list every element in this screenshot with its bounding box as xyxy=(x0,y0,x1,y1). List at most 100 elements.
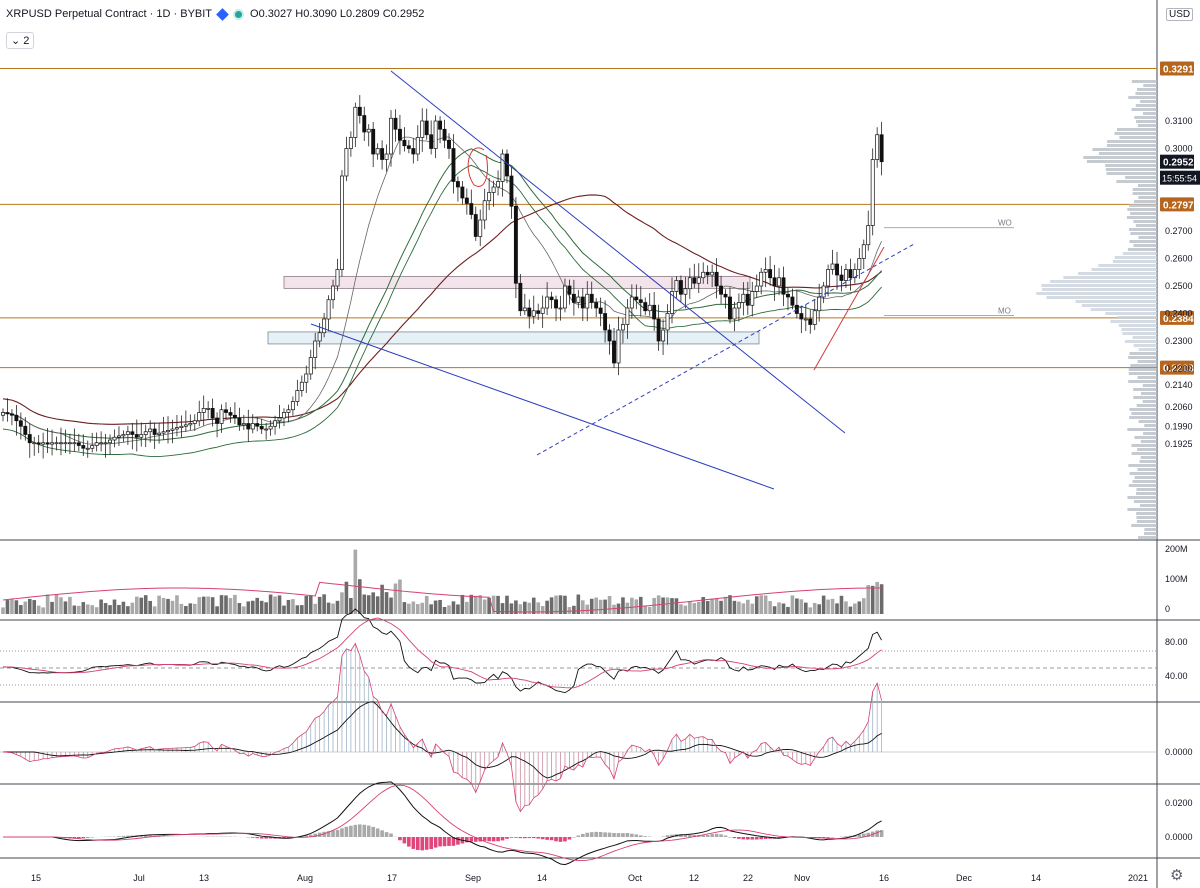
candlestick-series xyxy=(1,95,884,459)
currency-label[interactable]: USD xyxy=(1166,8,1194,21)
volume-bar xyxy=(286,599,291,614)
candle-up xyxy=(616,329,621,364)
volume-bar xyxy=(670,598,674,614)
macd2-hist-bar xyxy=(349,825,353,837)
profile-bar xyxy=(1138,348,1157,351)
candle-down xyxy=(228,412,233,416)
candle-down xyxy=(509,175,514,207)
candle-up xyxy=(852,269,857,279)
volume-bar xyxy=(514,600,518,614)
candle-down xyxy=(580,296,585,309)
candle-up xyxy=(54,442,59,445)
candle-up xyxy=(139,434,144,438)
volume-bar xyxy=(674,598,679,614)
candle-up xyxy=(754,285,759,292)
time-tick-label: 14 xyxy=(1031,873,1041,883)
gear-icon[interactable]: ⚙ xyxy=(1170,867,1184,884)
profile-bar xyxy=(1122,252,1157,255)
profile-bar xyxy=(1137,376,1157,379)
profile-bar xyxy=(1130,232,1157,235)
volume-profile xyxy=(1036,80,1157,539)
candle-up xyxy=(103,442,108,445)
profile-bar xyxy=(1128,464,1157,467)
price-tick-label: 0.2140 xyxy=(1165,380,1193,390)
profile-bar xyxy=(1121,328,1157,331)
volume-bar xyxy=(308,595,313,614)
macd2-hist-bar xyxy=(456,837,460,845)
candle-down xyxy=(692,277,697,284)
volume-bar xyxy=(362,594,367,614)
candle-up xyxy=(335,269,340,287)
macd2-hist-bar xyxy=(616,833,621,837)
volume-bar xyxy=(166,598,170,614)
macd2-hist-bar xyxy=(358,824,362,837)
time-tick-label: Sep xyxy=(465,873,481,883)
candle-up xyxy=(629,296,634,309)
profile-bar xyxy=(1142,384,1157,387)
volume-bar xyxy=(607,595,612,614)
volume-bar xyxy=(705,601,710,614)
macd2-hist-bar xyxy=(166,836,170,837)
candle-down xyxy=(594,302,599,309)
volume-bar xyxy=(10,599,14,614)
volume-bar xyxy=(179,603,184,614)
macd2-hist-bar xyxy=(540,837,545,840)
time-tick-label: 12 xyxy=(689,873,699,883)
profile-bar xyxy=(1140,440,1157,443)
profile-bar xyxy=(1137,448,1157,451)
macd2-hist-bar xyxy=(81,837,86,839)
volume-bar xyxy=(233,594,237,614)
candle-up xyxy=(366,128,371,133)
profile-bar xyxy=(1140,392,1157,395)
candle-down xyxy=(397,128,402,141)
macd2-hist-bar xyxy=(505,837,509,839)
candle-down xyxy=(371,128,376,155)
rsi-signal-line xyxy=(2,617,882,689)
candle-up xyxy=(108,439,112,444)
profile-bar xyxy=(1110,320,1157,323)
volume-bar xyxy=(63,601,68,614)
volume-bar xyxy=(23,601,28,614)
candle-up xyxy=(41,442,46,445)
volume-bar xyxy=(710,598,714,614)
macd2-hist-bar xyxy=(763,837,768,839)
volume-bar xyxy=(795,598,799,614)
countdown-label: 15:55:54 xyxy=(1162,174,1197,184)
volume-bar xyxy=(157,595,161,614)
candle-up xyxy=(206,408,211,410)
subpanel-tick-label: 0.0000 xyxy=(1165,747,1193,757)
macd2-hist-bar xyxy=(398,837,402,841)
candle-up xyxy=(295,390,300,402)
candle-down xyxy=(259,425,264,430)
profile-bar xyxy=(1142,400,1157,403)
time-tick-label: 14 xyxy=(537,873,547,883)
volume-bar xyxy=(741,603,746,614)
volume-bar xyxy=(121,601,126,614)
macd2-hist-bar xyxy=(255,837,260,839)
legend-toggle-button[interactable]: ⌄ 2 xyxy=(6,32,35,49)
macd2-hist-bar xyxy=(268,837,273,839)
volume-bar xyxy=(371,592,375,614)
candle-up xyxy=(197,412,202,422)
volume-bar xyxy=(861,598,866,614)
volume-bar xyxy=(438,599,442,614)
candle-down xyxy=(612,340,616,364)
last-price-label: 0.2952 xyxy=(1163,158,1194,169)
volume-bar xyxy=(531,597,536,614)
candle-up xyxy=(830,263,835,270)
volume-bar xyxy=(469,594,474,614)
volume-bar xyxy=(621,597,625,614)
macd2-hist-bar xyxy=(143,835,148,837)
symbol-title[interactable]: XRPUSD Perpetual Contract · 1D · BYBIT xyxy=(6,8,213,20)
macd2-hist-bar xyxy=(496,837,500,842)
profile-bar xyxy=(1144,424,1157,427)
candle-up xyxy=(67,442,72,445)
candle-up xyxy=(290,401,295,411)
macd2-hist-bar xyxy=(282,837,286,839)
volume-bar xyxy=(19,605,23,614)
candle-up xyxy=(870,159,875,226)
lower-channel-line xyxy=(310,323,775,490)
macd2-hist-bar xyxy=(429,837,433,850)
volume-bar xyxy=(411,601,416,614)
